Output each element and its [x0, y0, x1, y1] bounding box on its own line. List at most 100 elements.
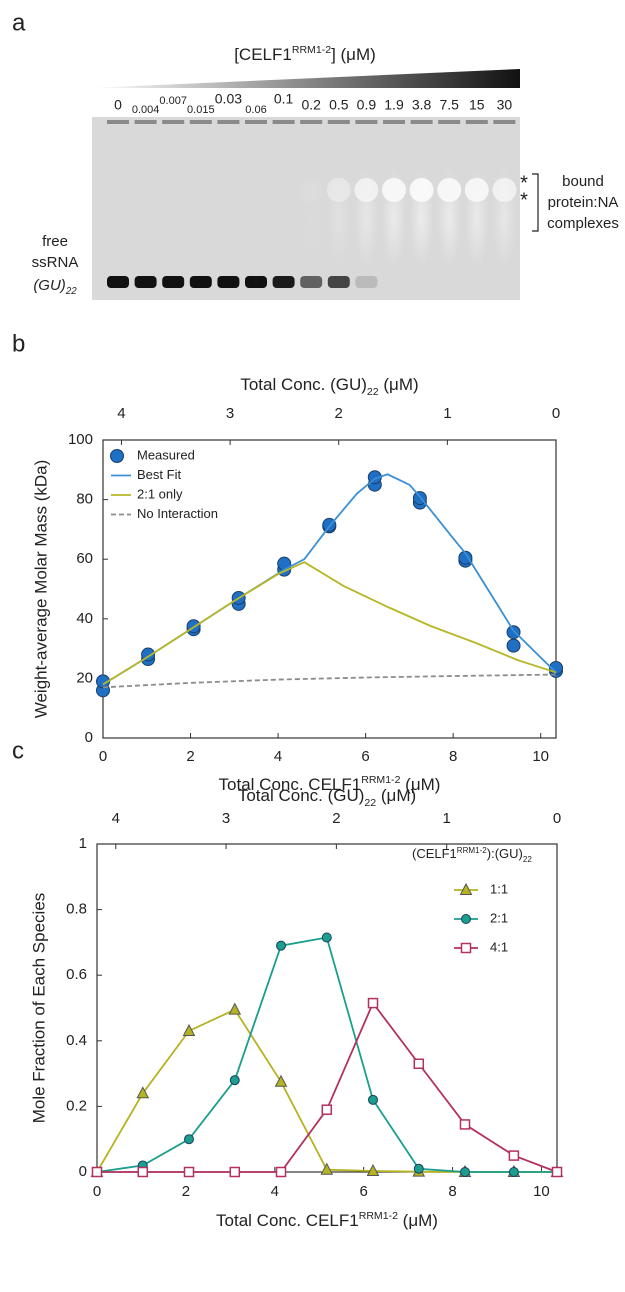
- y-axis-label: Weight-average Molar Mass (kDa): [31, 460, 50, 719]
- x2-axis-label-part: 22: [364, 797, 376, 809]
- legend-label: 4:1: [490, 939, 508, 954]
- y-tick-label: 0.8: [66, 901, 87, 918]
- y-axis-label: Mole Fraction of Each Species: [29, 893, 48, 1124]
- well: [466, 120, 488, 124]
- data-point: [461, 1120, 470, 1129]
- legend-label: 1:1: [490, 881, 508, 896]
- x-tick-label: 4: [271, 1183, 279, 1200]
- free-band: [190, 276, 212, 288]
- well: [300, 120, 322, 124]
- panel-label: c: [12, 737, 24, 764]
- plot-frame: [97, 844, 557, 1172]
- bracket: [532, 174, 538, 231]
- x2-axis-label-part: 22: [367, 386, 379, 398]
- x2-tick-label: 2: [335, 405, 343, 422]
- x2-tick-label: 1: [443, 810, 451, 827]
- band-mark: *: [520, 189, 528, 211]
- x2-axis-label-part: Total Conc. (GU): [238, 786, 365, 805]
- lane-label: 0.015: [187, 104, 215, 116]
- data-point: [322, 933, 331, 942]
- well: [162, 120, 184, 124]
- data-point: [185, 1168, 194, 1177]
- data-point: [553, 1168, 562, 1177]
- lane-label: 0.03: [215, 91, 242, 107]
- series-line: [103, 562, 556, 684]
- free-band: [355, 276, 377, 288]
- y-tick-label: 80: [76, 491, 93, 508]
- figure: a[CELF1RRM1-2] (μM)00.0040.0070.0150.030…: [0, 0, 625, 1292]
- data-point: [414, 1059, 423, 1068]
- bound-band: [437, 178, 461, 202]
- legend-label: 2:1 only: [137, 486, 183, 501]
- x2-tick-label: 0: [552, 405, 560, 422]
- free-label: free: [42, 233, 68, 250]
- legend-label: Measured: [137, 447, 195, 462]
- x2-tick-label: 2: [332, 810, 340, 827]
- y-tick-label: 60: [76, 550, 93, 567]
- data-point: [277, 1168, 286, 1177]
- x-tick-label: 2: [186, 748, 194, 765]
- bound-band: [354, 178, 378, 202]
- data-point: [414, 1164, 423, 1173]
- data-point: [277, 941, 286, 950]
- x2-axis-label: Total Conc. (GU)22 (μM): [238, 786, 416, 808]
- well: [411, 120, 433, 124]
- free-band: [135, 276, 157, 288]
- data-point: [461, 1168, 470, 1177]
- data-point: [507, 639, 520, 652]
- bound-label: protein:NA: [548, 194, 619, 211]
- gel-title-part: [CELF1: [234, 45, 292, 64]
- free-band: [217, 276, 239, 288]
- x-tick-label: 8: [449, 748, 457, 765]
- well: [107, 120, 129, 124]
- bound-label: complexes: [547, 215, 619, 232]
- bound-band: [327, 178, 351, 202]
- x2-tick-label: 1: [443, 405, 451, 422]
- data-point: [322, 1105, 331, 1114]
- well: [493, 120, 515, 124]
- x-tick-label: 0: [99, 748, 107, 765]
- series-line: [103, 675, 556, 688]
- x-axis-label-part: RRM1-2: [359, 1210, 398, 1222]
- rna-part: (GU): [33, 277, 66, 294]
- x-tick-label: 0: [93, 1183, 101, 1200]
- data-point: [138, 1168, 147, 1177]
- y-tick-label: 20: [76, 669, 93, 686]
- legend-title-part: RRM1-2: [457, 846, 487, 855]
- x-tick-label: 10: [533, 1183, 550, 1200]
- free-label: ssRNA: [32, 254, 79, 271]
- panel-label: a: [12, 9, 26, 36]
- x2-axis-label-part: (μM): [376, 786, 416, 805]
- series-line: [97, 1003, 557, 1172]
- lane-label: 0: [114, 97, 122, 113]
- y-tick-label: 0.4: [66, 1032, 87, 1049]
- well: [438, 120, 460, 124]
- lane-label: 30: [497, 97, 513, 113]
- rna-part: 22: [65, 286, 77, 297]
- y-tick-label: 0.6: [66, 966, 87, 983]
- gel-title-part: RRM1-2: [292, 44, 331, 56]
- bound-band: [410, 178, 434, 202]
- x-tick-label: 4: [274, 748, 282, 765]
- bound-label: bound: [562, 173, 604, 190]
- well: [328, 120, 350, 124]
- series-line: [97, 937, 557, 1172]
- y-tick-label: 0: [85, 729, 93, 746]
- legend-swatch: [462, 915, 471, 924]
- lane-label: 0.9: [357, 97, 377, 113]
- legend-title-part: (CELF1: [412, 846, 457, 861]
- y-tick-label: 1: [79, 835, 87, 852]
- y-tick-label: 0: [79, 1163, 87, 1180]
- legend-title-part: ):(GU): [487, 846, 523, 861]
- gel-title-part: ] (μM): [331, 45, 376, 64]
- panel-label: b: [12, 330, 25, 357]
- series-line: [97, 1010, 557, 1172]
- legend-swatch: [462, 944, 471, 953]
- well: [273, 120, 295, 124]
- data-point: [185, 1135, 194, 1144]
- x2-axis-label-part: Total Conc. (GU): [240, 375, 367, 394]
- x-tick-label: 2: [182, 1183, 190, 1200]
- lane-label: 0.1: [274, 91, 294, 107]
- gel-title: [CELF1RRM1-2] (μM): [234, 44, 376, 65]
- bound-band: [465, 178, 489, 202]
